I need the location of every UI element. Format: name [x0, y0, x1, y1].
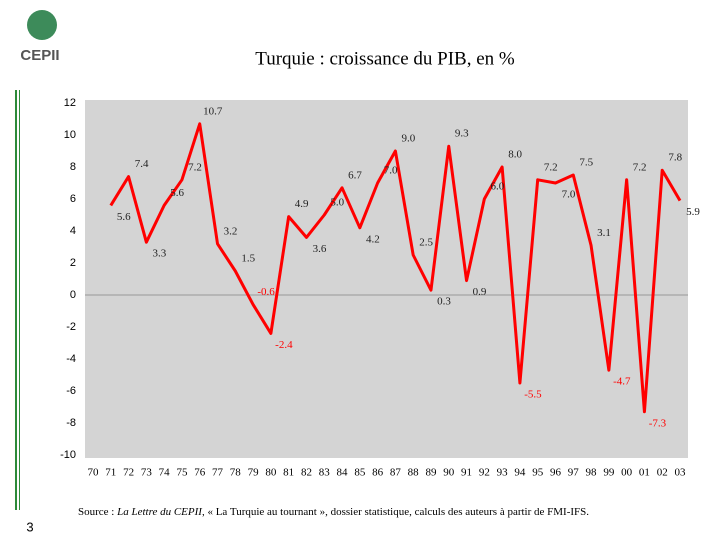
x-tick-label: 95	[532, 467, 544, 479]
data-label: 3.6	[313, 243, 327, 255]
data-label: 10.7	[203, 105, 223, 117]
chart-title: Turquie : croissance du PIB, en %	[255, 48, 515, 69]
y-tick-label: 8	[70, 161, 76, 173]
x-tick-label: 97	[568, 467, 580, 479]
data-label: 0.3	[437, 296, 451, 308]
x-tick-label: 00	[621, 467, 633, 479]
x-tick-label: 91	[461, 467, 472, 479]
x-tick-label: 02	[657, 467, 668, 479]
x-tick-label: 76	[194, 467, 206, 479]
x-tick-label: 81	[283, 467, 294, 479]
x-tick-label: 75	[176, 467, 188, 479]
data-label: 9.3	[455, 128, 469, 140]
data-label: -0.6	[257, 286, 275, 298]
data-label: 7.0	[562, 189, 576, 201]
data-label: -4.7	[613, 376, 631, 388]
data-label: 7.8	[668, 152, 682, 164]
data-label: 9.0	[402, 133, 416, 145]
logo-text: CEPII	[20, 47, 59, 64]
y-tick-label: 12	[64, 97, 76, 109]
x-tick-label: 79	[248, 467, 260, 479]
x-tick-label: 70	[88, 467, 100, 479]
x-tick-label: 84	[337, 467, 349, 479]
data-label: 0.9	[473, 286, 487, 298]
source-rest: , « La Turquie au tournant », dossier st…	[202, 506, 589, 518]
x-tick-label: 89	[425, 467, 437, 479]
data-label: 7.2	[544, 161, 558, 173]
line-series	[109, 122, 682, 414]
y-tick-label: -4	[66, 353, 76, 365]
data-label: 3.1	[597, 227, 611, 239]
plot-area	[85, 100, 688, 458]
data-label: 7.4	[135, 158, 149, 170]
source: Source : La Lettre du CEPII, « La Turqui…	[78, 506, 589, 518]
x-tick-label: 74	[159, 467, 171, 479]
source-prefix: Source :	[78, 506, 117, 518]
data-label: -7.3	[649, 417, 667, 429]
data-label: 5.6	[117, 211, 131, 223]
y-tick-label: 10	[64, 129, 76, 141]
x-tick-label: 03	[675, 467, 687, 479]
logo-globe	[27, 10, 57, 40]
data-label: 7.5	[579, 157, 593, 169]
data-label: 5.0	[330, 197, 344, 209]
y-tick-label: 0	[70, 289, 76, 301]
data-label: 4.2	[366, 233, 380, 245]
y-tick-label: 2	[70, 257, 76, 269]
y-tick-label: -6	[66, 385, 76, 397]
y-tick-label: 4	[70, 225, 76, 237]
data-label: 2.5	[419, 237, 433, 249]
data-label: -2.4	[275, 339, 293, 351]
x-tick-label: 77	[212, 467, 224, 479]
x-tick-label: 87	[390, 467, 402, 479]
data-label: 5.6	[170, 187, 184, 199]
data-label: 5.9	[686, 206, 700, 218]
x-tick-label: 98	[586, 467, 598, 479]
x-tick-label: 78	[230, 467, 242, 479]
data-label: 3.3	[152, 248, 166, 260]
data-label: 7.2	[188, 161, 202, 173]
x-tick-label: 01	[639, 467, 650, 479]
x-tick-label: 96	[550, 467, 562, 479]
data-label: 3.2	[224, 225, 238, 237]
y-tick-label: -8	[66, 417, 76, 429]
x-tick-label: 82	[301, 467, 312, 479]
data-label: 7.0	[384, 165, 398, 177]
x-tick-label: 93	[497, 467, 509, 479]
x-tick-label: 72	[123, 467, 134, 479]
x-tick-label: 90	[443, 467, 455, 479]
x-tick-label: 85	[354, 467, 366, 479]
x-tick-label: 92	[479, 467, 490, 479]
x-tick-label: 94	[514, 467, 526, 479]
data-label: 4.9	[295, 198, 309, 210]
x-tick-label: 71	[105, 467, 116, 479]
source-italic: La Lettre du CEPII	[116, 506, 203, 518]
data-label: 6.7	[348, 169, 362, 181]
side-rule	[19, 90, 20, 510]
data-label: -5.5	[524, 389, 542, 401]
x-tick-label: 73	[141, 467, 153, 479]
y-tick-label: -2	[66, 321, 76, 333]
data-label: 1.5	[241, 253, 255, 265]
x-tick-label: 83	[319, 467, 331, 479]
x-tick-label: 86	[372, 467, 384, 479]
x-tick-label: 99	[603, 467, 615, 479]
y-tick-label: -10	[60, 449, 76, 461]
data-label: 6.0	[490, 181, 504, 193]
x-tick-label: 88	[408, 467, 420, 479]
y-tick-label: 6	[70, 193, 76, 205]
data-label: 8.0	[508, 149, 522, 161]
side-rule	[15, 90, 17, 510]
page-number: 3	[26, 519, 33, 534]
data-label: 7.2	[633, 161, 647, 173]
x-tick-label: 80	[265, 467, 277, 479]
